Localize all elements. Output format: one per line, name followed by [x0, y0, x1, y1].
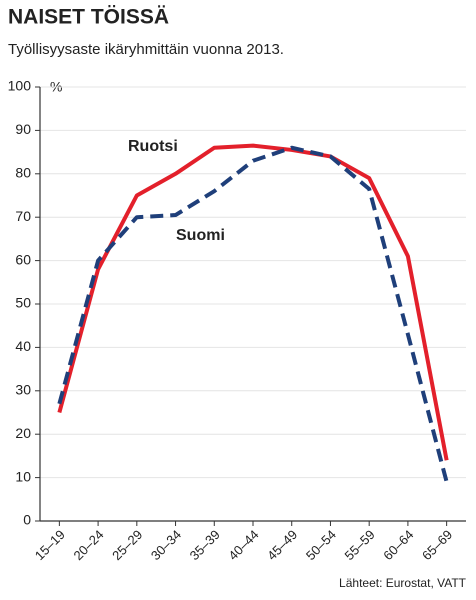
x-tick-label: 30–34 [148, 527, 184, 563]
chart-title: NAISET TÖISSÄ [8, 6, 169, 29]
y-tick-label: 10 [15, 468, 31, 484]
y-tick-label: 50 [15, 295, 31, 311]
y-tick-label: 30 [15, 382, 31, 398]
series-label: Ruotsi [128, 138, 178, 155]
x-tick-label: 65–69 [419, 527, 455, 563]
source: Lähteet: Eurostat, VATT [339, 576, 467, 590]
x-tick-label: 45–49 [264, 527, 300, 563]
x-tick-label: 40–44 [225, 527, 261, 563]
chart-subtitle: Työllisyysaste ikäryhmittäin vuonna 2013… [8, 41, 284, 58]
x-tick-label: 25–29 [109, 527, 145, 563]
x-tick-label: 50–54 [303, 527, 339, 563]
y-tick-label: 90 [15, 121, 31, 137]
y-tick-label: 60 [15, 251, 31, 267]
y-tick-label: 80 [15, 165, 31, 181]
y-tick-label: 20 [15, 425, 31, 441]
x-tick-label: 15–19 [32, 527, 68, 563]
x-tick-label: 35–39 [187, 527, 223, 563]
x-tick-label: 60–64 [380, 527, 416, 563]
x-tick-label: 20–24 [70, 527, 106, 563]
y-tick-label: 70 [15, 208, 31, 224]
x-tick-label: 55–59 [342, 527, 378, 563]
series-line [57, 145, 449, 483]
y-tick-label: 0 [23, 512, 31, 528]
y-tick-label: 100 [8, 78, 32, 94]
series-line [57, 143, 449, 461]
y-tick-label: 40 [15, 338, 31, 354]
series-label: Suomi [176, 227, 225, 244]
